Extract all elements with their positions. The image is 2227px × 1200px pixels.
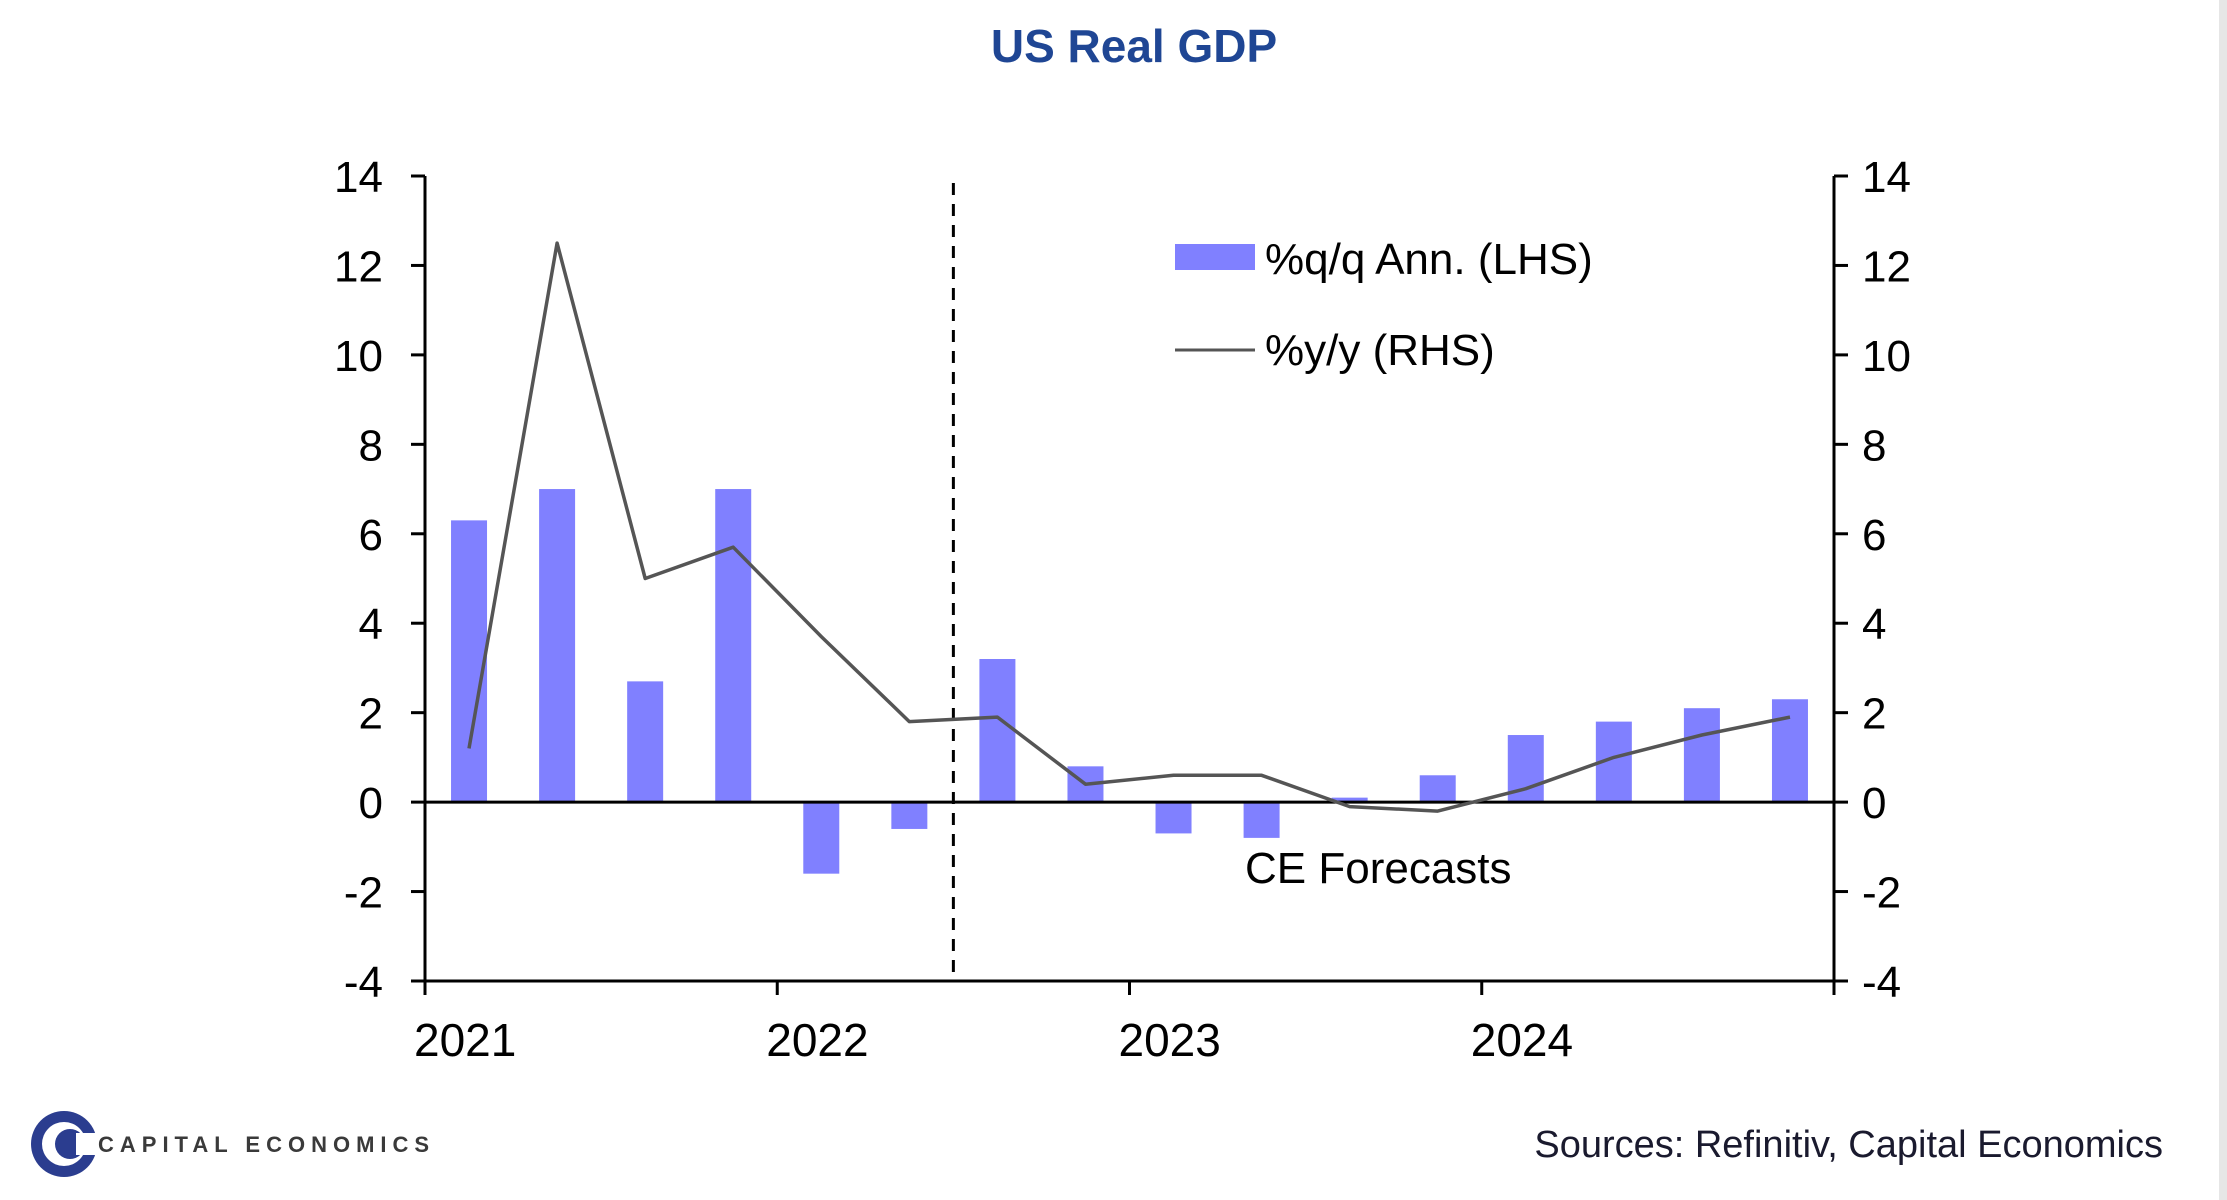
left-tick-label: 14 [334, 153, 383, 202]
left-tick-label: 0 [359, 779, 383, 828]
left-tick-label: 6 [359, 511, 383, 560]
x-tick-label: 2021 [414, 1014, 516, 1066]
left-tick-label: 12 [334, 242, 383, 291]
right-tick-label: -2 [1862, 869, 1901, 918]
source-note: Sources: Refinitiv, Capital Economics [1534, 1124, 2163, 1166]
chart-title: US Real GDP [991, 20, 1277, 72]
bar-2023-q4 [1419, 775, 1456, 803]
left-tick-label: 10 [334, 332, 383, 381]
bar-2022-q2 [891, 802, 928, 829]
bar-2023-q3 [1331, 797, 1368, 803]
bar-2023-q2 [1243, 802, 1280, 838]
bar-2021-q3 [627, 681, 664, 803]
left-tick-label: -4 [344, 958, 383, 1007]
left-tick-label: -2 [344, 869, 383, 918]
right-tick-label: 4 [1862, 600, 1886, 649]
left-tick-label: 4 [359, 600, 383, 649]
legend-swatch-bars [1175, 244, 1255, 270]
yy-growth-line [467, 241, 1791, 813]
right-tick-label: 6 [1862, 511, 1886, 560]
bar-2024-q3 [1683, 708, 1720, 803]
right-tick-label: -4 [1862, 958, 1901, 1007]
bar-2024-q4 [1771, 699, 1808, 803]
legend-label-bars: %q/q Ann. (LHS) [1265, 235, 1593, 284]
left-tick-label: 2 [359, 690, 383, 739]
bar-2022-q3 [979, 659, 1016, 803]
x-tick-label: 2024 [1471, 1014, 1573, 1066]
bar-2023-q1 [1155, 802, 1192, 834]
bar-2021-q4 [715, 489, 752, 803]
x-tick-label: 2022 [766, 1014, 868, 1066]
right-tick-label: 10 [1862, 332, 1911, 381]
capital-economics-logo: CAPITAL ECONOMICS [31, 1111, 435, 1177]
bar-2022-q1 [803, 802, 840, 874]
x-tick-label: 2023 [1119, 1014, 1221, 1066]
right-tick-label: 2 [1862, 690, 1886, 739]
bar-2021-q2 [539, 489, 576, 803]
right-tick-label: 8 [1862, 421, 1886, 470]
right-tick-label: 12 [1862, 242, 1911, 291]
right-tick-label: 14 [1862, 153, 1911, 202]
right-tick-label: 0 [1862, 779, 1886, 828]
left-tick-label: 8 [359, 421, 383, 470]
page-edge [2219, 0, 2227, 1200]
bar-2021-q1 [451, 520, 488, 803]
legend-label-line: %y/y (RHS) [1265, 326, 1495, 375]
forecast-annotation: CE Forecasts [1245, 844, 1512, 893]
logo-text: CAPITAL ECONOMICS [98, 1132, 435, 1157]
